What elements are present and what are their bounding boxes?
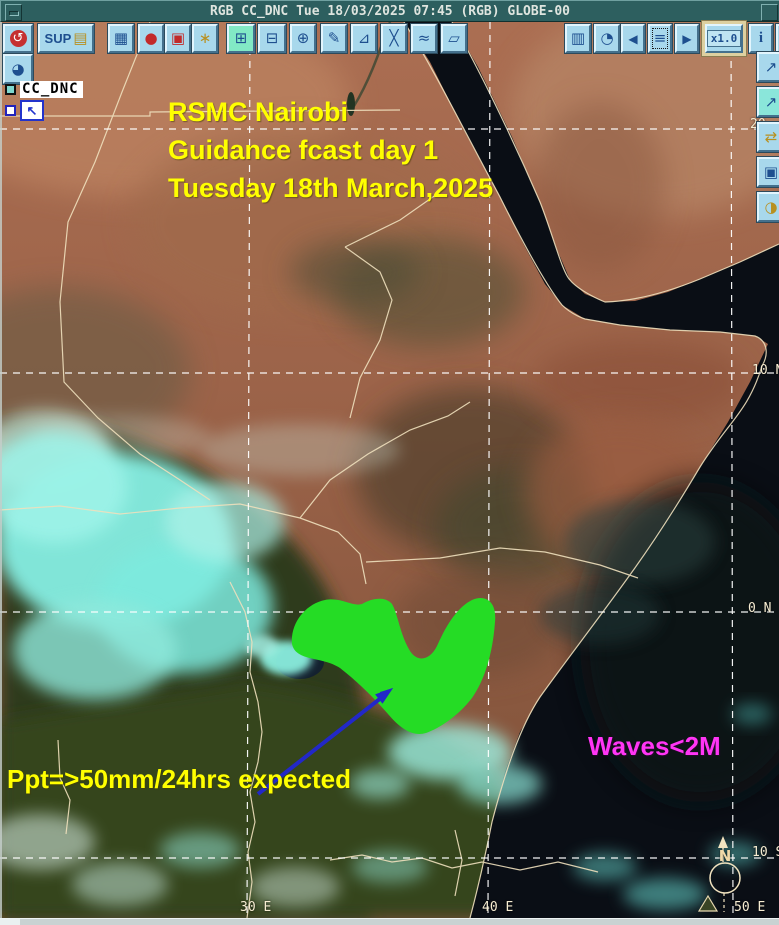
new-view-icon: ⊞ — [234, 29, 248, 47]
forecast-header-line1: RSMC Nairobi — [168, 97, 349, 127]
lat-label-10s: 10 S — [752, 845, 779, 860]
fit-window-button[interactable]: ╳ — [381, 24, 407, 53]
timer-button[interactable]: ◔ — [594, 24, 620, 53]
lat-label-10n: 10 N — [752, 363, 779, 378]
precip-arrow — [256, 688, 393, 796]
add-view-button[interactable]: ⊟ — [258, 24, 286, 53]
waves-annotation: Waves<2M — [588, 731, 721, 761]
precip-annotation: Ppt=>50mm/24hrs expected — [7, 764, 351, 794]
window-icon: ▣ — [763, 162, 779, 181]
layer-name-label: CC_DNC — [20, 81, 83, 98]
add-view-icon: ⊟ — [265, 29, 279, 47]
layer-checkbox-checked[interactable] — [5, 84, 16, 95]
compass-icon — [697, 836, 741, 912]
undo-icon: ↺ — [9, 30, 27, 47]
frame-list-icon: ≡ — [653, 29, 667, 47]
titlebar: RGB CC_DNC Tue 18/03/2025 07:45 (RGB) GL… — [0, 0, 779, 22]
effects-icon: ∗ — [198, 29, 212, 47]
film-icon: ▦ — [113, 29, 129, 47]
toggle-button[interactable]: ≈ — [411, 24, 437, 53]
info-button[interactable]: i — [749, 24, 773, 53]
graphics-checkbox[interactable] — [5, 105, 16, 116]
satellite-map[interactable] — [0, 22, 779, 918]
coastlines-borders — [0, 22, 779, 918]
window-left-edge — [0, 22, 2, 918]
pie-tool-icon: ◕ — [11, 59, 25, 78]
sup-button[interactable]: SUP ▤ — [38, 24, 94, 53]
layer-row-graphics: ↖ — [5, 100, 44, 121]
forecast-header-line2: Guidance fcast day 1 — [168, 135, 439, 165]
cloud-field — [0, 410, 772, 910]
window-title: RGB CC_DNC Tue 18/03/2025 07:45 (RGB) GL… — [209, 4, 571, 19]
scrollbar-thumb[interactable] — [0, 919, 20, 925]
lon-label-30e: 30 E — [240, 900, 272, 915]
chart-icon: ⊿ — [357, 29, 371, 47]
clone-window-icon: ▱ — [448, 29, 460, 47]
undo-button[interactable]: ↺ — [3, 24, 33, 53]
lon-label-50e: 50 E — [734, 900, 766, 915]
graticule — [0, 22, 779, 918]
precip-area-polygon — [291, 598, 496, 734]
clone-window-button[interactable]: ▱ — [441, 24, 467, 53]
swap-icon: ⇄ — [764, 127, 778, 146]
zoom-button[interactable]: ⊕ — [290, 24, 316, 53]
zoom-factor-label: x1.0 — [706, 30, 742, 47]
effects-button[interactable]: ∗ — [192, 24, 218, 53]
resize-ne-icon: ↗ — [764, 57, 778, 76]
swap-view-button[interactable]: ⇄ — [757, 122, 779, 152]
info-label: i — [758, 30, 764, 46]
graph-button[interactable]: ⊿ — [351, 24, 377, 53]
lat-label-0n: 0 N — [748, 601, 772, 616]
stack-windows-icon: ▥ — [570, 29, 586, 47]
pie-tool-button[interactable]: ◕ — [3, 54, 33, 84]
zoom-factor-button[interactable]: x1.0 — [705, 24, 743, 53]
forecast-header-annotation: RSMC Nairobi Guidance fcast day 1 Tuesda… — [168, 93, 493, 207]
layer-row-ccdnc: CC_DNC — [5, 81, 83, 98]
next-frame-button[interactable]: ▶ — [675, 24, 699, 53]
record-button[interactable]: ● — [138, 24, 164, 53]
window-tool-button[interactable]: ▣ — [757, 157, 779, 187]
record-icon: ● — [144, 29, 158, 47]
forecast-header-line3: Tuesday 18th March,2025 — [168, 173, 494, 203]
next-frame-icon: ▶ — [682, 31, 692, 46]
zoom-area-icon: ↗ — [764, 92, 778, 111]
toggle-icon: ≈ — [417, 29, 431, 47]
animation-button[interactable]: ▦ — [108, 24, 134, 53]
sup-label: SUP — [44, 31, 72, 46]
timer-icon: ◔ — [600, 29, 614, 47]
bottom-scrollbar[interactable] — [0, 918, 779, 925]
resize-ne-button[interactable]: ↗ — [757, 52, 779, 82]
nw-arrow-icon[interactable]: ↖ — [20, 100, 44, 121]
prev-frame-icon: ◀ — [628, 31, 638, 46]
window-resize-button[interactable] — [761, 4, 778, 21]
prev-frame-button[interactable]: ◀ — [621, 24, 645, 53]
satellite-image — [0, 22, 779, 918]
fit-window-icon: ╳ — [389, 29, 399, 47]
window-menu-icon — [9, 11, 19, 16]
stack-windows-button[interactable]: ▥ — [565, 24, 591, 53]
new-view-button[interactable]: ⊞ — [227, 24, 255, 53]
lon-label-40e: 40 E — [482, 900, 514, 915]
zoom-area-button[interactable]: ↗ — [757, 87, 779, 117]
palette-icon: ◑ — [764, 197, 778, 216]
print-button[interactable]: ▣ — [165, 24, 191, 53]
window-menu-button[interactable] — [5, 4, 22, 21]
pencil-icon: ✎ — [327, 29, 341, 47]
zoom-in-icon: ⊕ — [296, 29, 310, 47]
compass-north-label: N — [718, 847, 732, 865]
print-icon: ▣ — [170, 29, 186, 47]
draw-button[interactable]: ✎ — [321, 24, 347, 53]
palette-button[interactable]: ◑ — [757, 192, 779, 222]
frame-list-button[interactable]: ≡ — [648, 24, 672, 53]
layers-icon: ▤ — [73, 29, 88, 47]
